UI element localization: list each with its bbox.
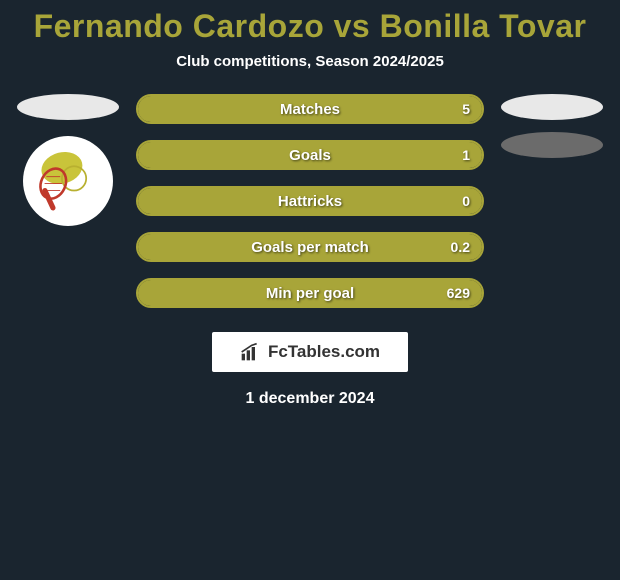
stat-value: 0 <box>462 193 470 209</box>
player1-club-badge <box>23 136 113 226</box>
chart-icon <box>240 342 260 362</box>
left-column <box>8 94 128 308</box>
player1-flag-ellipse <box>17 94 119 120</box>
chart-area: Matches 5 Goals 1 Hattricks 0 Goals per match 0… <box>0 94 620 308</box>
chart-container: Fernando Cardozo vs Bonilla Tovar Club c… <box>0 0 620 416</box>
stat-label: Hattricks <box>278 193 342 210</box>
stat-value: 629 <box>447 285 470 301</box>
stat-bars: Matches 5 Goals 1 Hattricks 0 Goals per match 0… <box>136 94 484 308</box>
stat-bar: Goals 1 <box>136 140 484 170</box>
player2-flag-ellipse-2 <box>501 132 603 158</box>
stat-label: Matches <box>280 101 340 118</box>
attribution-box: FcTables.com <box>212 332 408 372</box>
right-column <box>492 94 612 308</box>
subtitle: Club competitions, Season 2024/2025 <box>176 53 444 70</box>
stat-value: 0.2 <box>451 239 470 255</box>
stat-value: 5 <box>462 101 470 117</box>
stat-bar: Matches 5 <box>136 94 484 124</box>
attribution-text: FcTables.com <box>268 342 380 362</box>
stat-bar: Hattricks 0 <box>136 186 484 216</box>
stat-label: Goals <box>289 147 331 164</box>
club-badge-icon <box>29 142 107 220</box>
stat-bar: Goals per match 0.2 <box>136 232 484 262</box>
stat-bar: Min per goal 629 <box>136 278 484 308</box>
date-text: 1 december 2024 <box>246 390 375 408</box>
player2-flag-ellipse-1 <box>501 94 603 120</box>
page-title: Fernando Cardozo vs Bonilla Tovar <box>34 8 587 45</box>
stat-label: Goals per match <box>251 239 369 256</box>
stat-label: Min per goal <box>266 285 354 302</box>
stat-value: 1 <box>462 147 470 163</box>
